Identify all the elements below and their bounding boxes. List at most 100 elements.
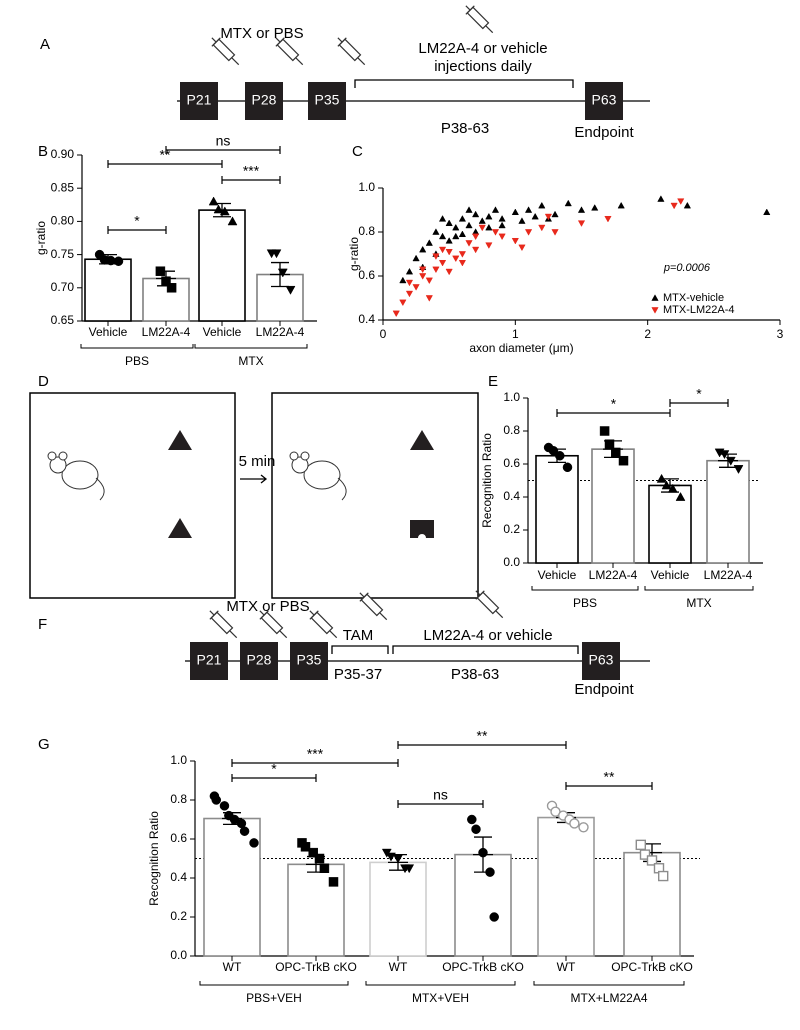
- y-tick-label: 0.8: [358, 224, 375, 238]
- data-point: [498, 221, 506, 229]
- significance-bracket: [107, 160, 223, 168]
- data-point: [604, 215, 612, 223]
- data-point: [657, 195, 665, 202]
- data-point: [577, 220, 586, 227]
- treatment-label: LM22A-4 or vehicle: [423, 627, 552, 644]
- y-tick-label: 0.4: [358, 312, 375, 326]
- data-point: [489, 912, 499, 922]
- period-label: P38-63: [451, 666, 499, 683]
- data-point: [412, 254, 420, 262]
- x-tick-label: Vehicle: [651, 568, 690, 582]
- endpoint-label: Endpoint: [574, 124, 634, 141]
- data-point: [432, 228, 440, 235]
- arrow: [240, 474, 268, 484]
- data-point: [425, 239, 433, 246]
- data-point: [639, 849, 651, 860]
- group-label: MTX: [686, 596, 711, 610]
- x-tick-label: LM22A-4: [142, 325, 191, 339]
- legend-label: MTX-LM22A-4: [663, 304, 735, 316]
- bar: [369, 861, 427, 957]
- data-point: [438, 246, 447, 254]
- data-point: [328, 877, 339, 887]
- significance-bracket: [669, 399, 729, 407]
- arena: [271, 392, 479, 599]
- group-bracket: [533, 981, 685, 986]
- data-point: [277, 268, 288, 278]
- x-tick-label: 1: [512, 327, 519, 341]
- y-axis-label: Recognition Ratio: [147, 811, 161, 906]
- panel-label: G: [38, 736, 50, 753]
- data-point: [656, 473, 667, 483]
- x-tick-label: OPC-TrkB cKO: [611, 960, 693, 974]
- day-box: [582, 642, 620, 680]
- data-point: [405, 267, 414, 275]
- data-point: [733, 465, 744, 474]
- data-point: [458, 215, 467, 222]
- data-point: [472, 233, 480, 241]
- endpoint-label: Endpoint: [574, 681, 634, 698]
- group-label: MTX: [238, 354, 263, 368]
- data-point: [635, 839, 646, 851]
- data-point: [308, 847, 318, 858]
- data-point: [161, 276, 171, 286]
- data-point: [438, 215, 447, 222]
- data-point: [491, 206, 500, 213]
- data-point: [478, 847, 488, 858]
- significance-label: *: [611, 396, 617, 412]
- y-tick-label: 1.0: [358, 180, 375, 194]
- group-label: MTX+LM22A4: [570, 991, 647, 1005]
- data-point: [452, 255, 460, 263]
- significance-bracket: [221, 176, 281, 184]
- significance-bracket: [231, 759, 399, 767]
- data-point: [227, 216, 238, 226]
- group-label: PBS: [125, 354, 149, 368]
- y-tick-label: 0.75: [51, 247, 75, 261]
- data-point: [511, 237, 519, 245]
- x-tick-label: LM22A-4: [589, 568, 638, 582]
- group-label: PBS+VEH: [246, 991, 302, 1005]
- data-point: [498, 233, 506, 241]
- day-label: P28: [252, 92, 277, 108]
- x-tick-label: WT: [389, 960, 408, 974]
- bar: [537, 816, 595, 957]
- legend-marker: [651, 294, 659, 301]
- significance-bracket: [565, 782, 653, 790]
- day-label: P63: [589, 652, 614, 668]
- bar: [198, 209, 246, 322]
- y-tick-label: 0.2: [170, 909, 187, 923]
- significance-bracket: [231, 774, 317, 782]
- data-point: [166, 283, 177, 293]
- y-tick-label: 0.65: [51, 313, 75, 327]
- data-point: [465, 206, 473, 213]
- data-point: [531, 212, 539, 220]
- data-point: [445, 248, 453, 256]
- drug-label: MTX or PBS: [220, 25, 303, 42]
- data-point: [472, 246, 480, 254]
- significance-bracket: [165, 146, 281, 154]
- object: [410, 430, 434, 450]
- data-point: [524, 206, 533, 213]
- data-point: [677, 198, 685, 205]
- drug-label: MTX or PBS: [226, 598, 309, 615]
- error-bar: [270, 261, 290, 288]
- significance-label: ***: [307, 746, 324, 762]
- data-point: [719, 450, 730, 460]
- day-label: P35: [297, 652, 322, 668]
- data-point: [564, 199, 572, 207]
- significance-bracket: [397, 741, 567, 749]
- y-tick-label: 0.6: [358, 268, 375, 282]
- day-label: P28: [247, 652, 272, 668]
- panel-label: D: [38, 373, 49, 390]
- data-point: [458, 230, 467, 238]
- error-bar: [306, 855, 326, 873]
- data-point: [399, 299, 407, 307]
- bracket: [392, 645, 579, 654]
- data-point: [551, 229, 559, 236]
- bracket: [331, 645, 389, 654]
- data-point: [538, 201, 546, 209]
- x-tick-label: OPC-TrkB cKO: [442, 960, 524, 974]
- nor-diagram: 5 min: [29, 392, 479, 599]
- timeline: MTX or PBS P21 P28 P35 P63 LM22A-4 or ve…: [177, 25, 650, 141]
- data-point: [471, 824, 481, 834]
- y-tick-label: 0.0: [503, 555, 520, 569]
